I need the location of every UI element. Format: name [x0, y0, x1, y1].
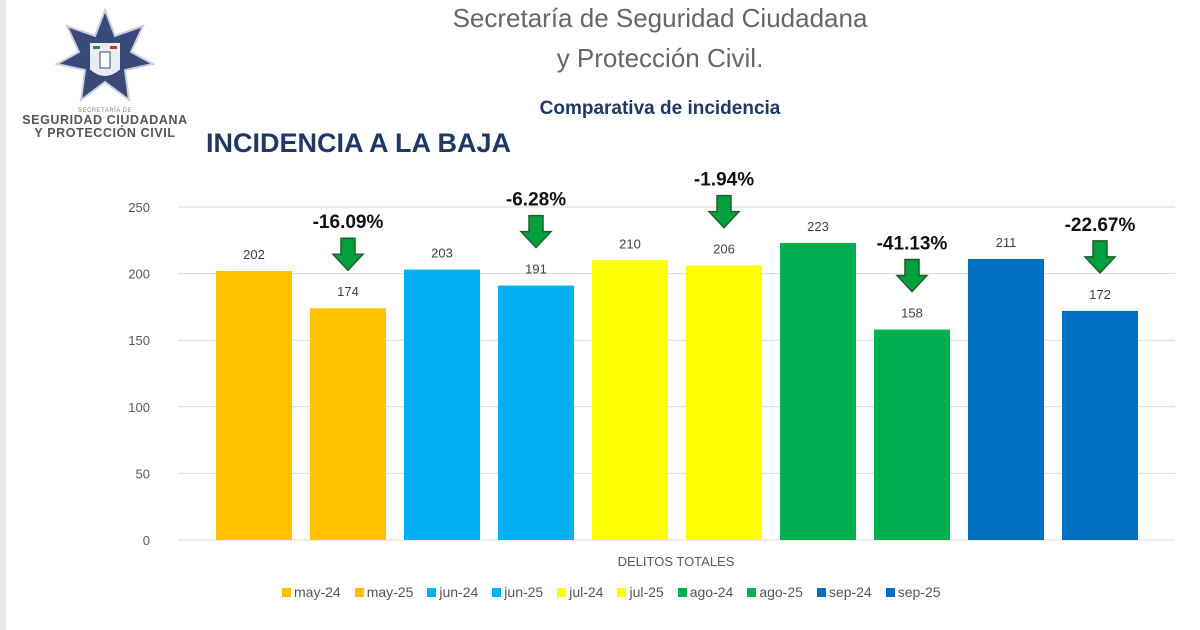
legend-item-jul-24: jul-24 [557, 584, 603, 600]
data-label: 191 [525, 262, 547, 277]
legend-label: jun-25 [504, 584, 544, 600]
legend-label: jun-24 [439, 584, 479, 600]
down-arrow-icon [895, 258, 929, 293]
logo-line2: SEGURIDAD CIUDADANA [22, 113, 188, 127]
legend-swatch [492, 587, 502, 597]
data-label: 210 [619, 236, 641, 251]
data-label: 203 [431, 246, 453, 261]
legend-label: ago-24 [689, 584, 734, 600]
legend-label: jul-25 [629, 584, 664, 600]
data-label: 158 [901, 306, 923, 321]
legend-label: sep-25 [897, 584, 941, 600]
legend-swatch [427, 587, 437, 597]
bar-sep-25 [1062, 310, 1138, 540]
bar-jun-24 [404, 269, 480, 540]
legend-label: may-24 [294, 584, 341, 600]
percent-change-label: -22.67% [1065, 215, 1136, 236]
legend-label: ago-25 [759, 584, 803, 600]
bar-jun-25 [498, 285, 574, 540]
bar-may-25 [310, 308, 386, 540]
y-tick-label: 50 [136, 466, 150, 481]
data-label: 206 [713, 242, 735, 257]
percent-change-label: -16.09% [313, 212, 384, 233]
title-line1: Secretaría de Seguridad Ciudadana [452, 3, 868, 33]
y-tick-label: 150 [128, 333, 150, 348]
legend-swatch [557, 587, 567, 597]
legend-swatch [677, 587, 687, 597]
y-tick-label: 200 [128, 267, 150, 282]
legend-swatch [617, 587, 627, 597]
down-arrow-icon [519, 214, 553, 249]
bar-may-24 [216, 270, 292, 540]
legend-item-sep-25: sep-25 [885, 584, 941, 600]
legend-item-jul-25: jul-25 [617, 584, 664, 600]
legend-swatch [282, 587, 291, 597]
bar-jul-24 [592, 260, 668, 540]
legend-item-ago-24: ago-24 [677, 584, 734, 600]
legend-item-may-25: may-25 [354, 584, 414, 600]
down-arrow-icon [1083, 240, 1117, 274]
legend: may-24 may-25 jun-24 jun-25 jul-24 jul-25 ago-… [282, 584, 941, 600]
legend-item-jun-25: jun-25 [492, 584, 543, 600]
percent-change-label: -41.13% [877, 234, 948, 255]
legend-swatch [354, 587, 364, 597]
y-tick-label: 100 [128, 400, 150, 415]
bar-ago-25 [874, 329, 950, 540]
data-label: 174 [337, 284, 359, 299]
down-arrow-icon [331, 237, 365, 272]
legend-label: may-25 [366, 584, 414, 600]
title-line2: y Protección Civil. [556, 43, 764, 73]
legend-item-sep-24: sep-24 [816, 584, 872, 600]
logo-line1: SECRETARÍA DE [77, 108, 133, 114]
data-label: 211 [996, 235, 1017, 250]
legend-label: sep-24 [828, 584, 872, 600]
bar-jul-25 [686, 265, 762, 540]
down-arrow-icon [707, 194, 741, 229]
legend-swatch [816, 587, 826, 597]
y-tick-label: 0 [143, 533, 150, 548]
page-heading: INCIDENCIA A LA BAJA [206, 128, 512, 158]
x-axis-label: DELITOS TOTALES [618, 554, 735, 569]
percent-change-label: -1.94% [694, 170, 754, 191]
left-edge [0, 0, 6, 630]
legend-label: jul-24 [569, 584, 604, 600]
logo-line3: Y PROTECCIÓN CIVIL [34, 126, 176, 140]
legend-item-may-24: may-24 [282, 584, 341, 600]
star-badge-icon [55, 8, 155, 103]
bar-ago-24 [780, 242, 856, 541]
chart-subtitle: Comparativa de incidencia [539, 98, 781, 119]
data-label: 202 [243, 247, 265, 262]
logo: SECRETARÍA DE SEGURIDAD CIUDADANA Y PROT… [20, 8, 190, 153]
legend-swatch [747, 587, 757, 597]
data-label: 223 [807, 219, 829, 234]
bar-sep-24 [968, 258, 1044, 540]
data-label: 172 [1089, 287, 1111, 302]
legend-item-ago-25: ago-25 [747, 584, 803, 600]
y-tick-label: 250 [128, 200, 150, 215]
legend-item-jun-24: jun-24 [427, 584, 478, 600]
legend-swatch [885, 587, 895, 597]
percent-change-label: -6.28% [506, 190, 566, 211]
